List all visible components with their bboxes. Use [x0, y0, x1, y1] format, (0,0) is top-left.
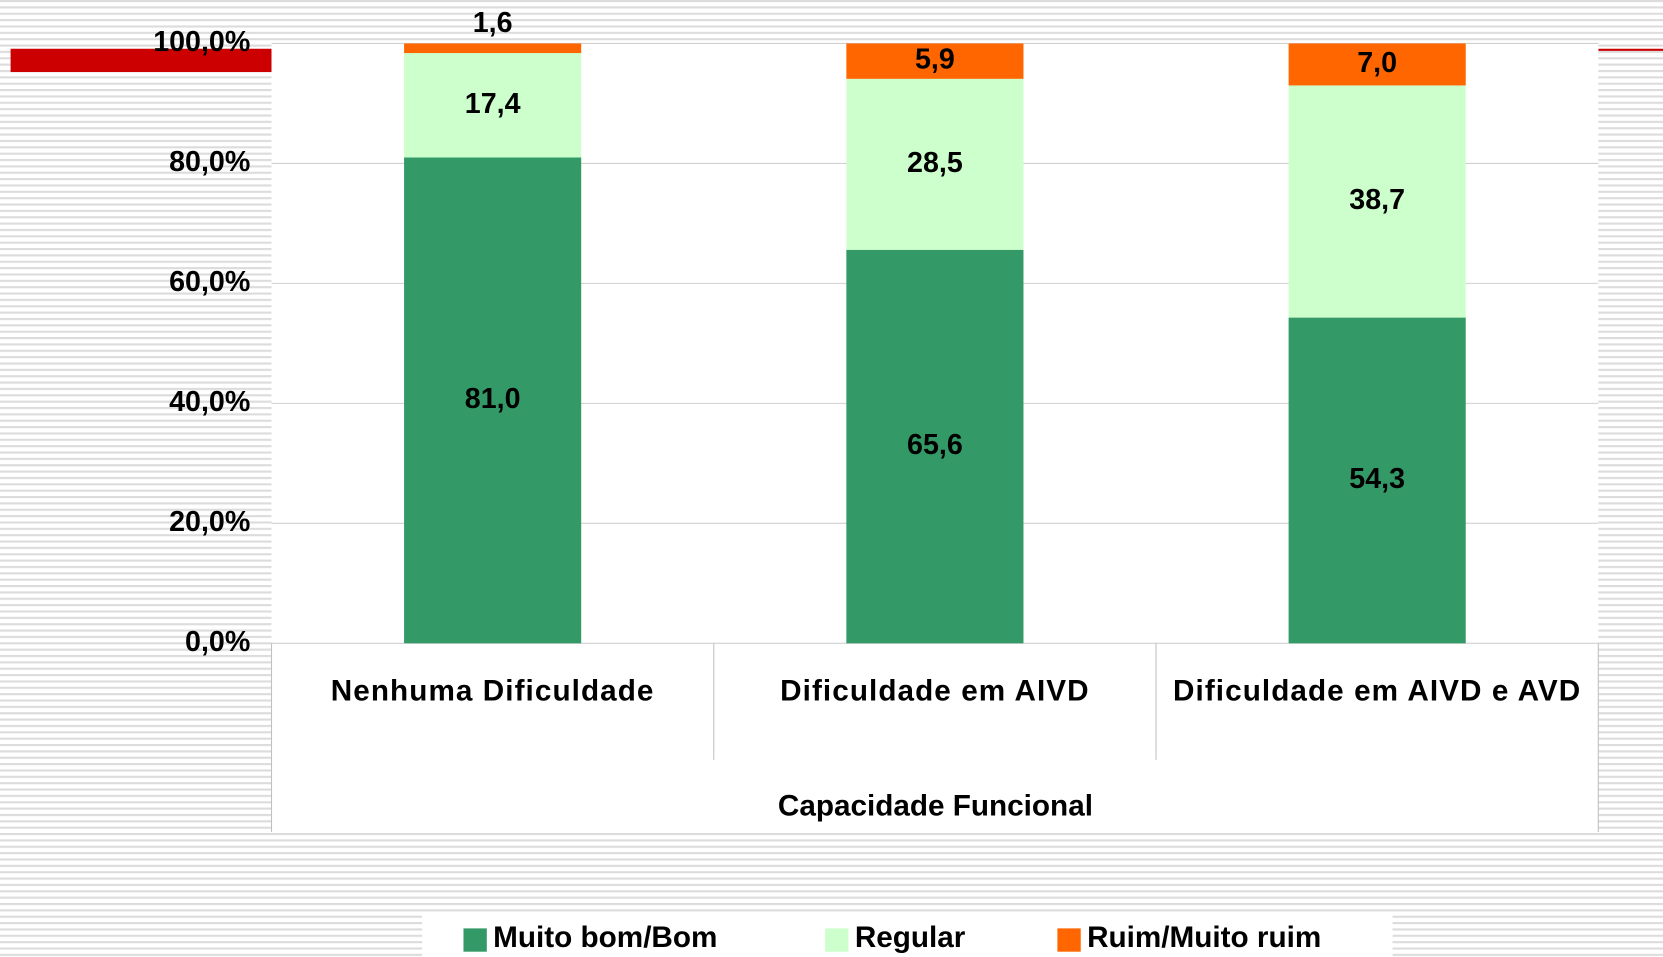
x-axis-title: Capacidade Funcional	[778, 789, 1093, 822]
x-tick-label: Dificuldade em AIVD	[780, 674, 1090, 707]
value-label: 38,7	[1349, 184, 1405, 216]
value-label: 28,5	[907, 147, 963, 179]
bar-segment	[846, 43, 1024, 79]
bar-segment	[846, 249, 1024, 644]
x-tick-label-box: Dificuldade em AIVD e AVD	[1173, 674, 1582, 707]
legend-label: Ruim/Muito ruim	[1087, 921, 1321, 954]
value-label: 7,0	[1357, 47, 1397, 79]
value-label: 81,0	[465, 383, 521, 415]
legend-label: Muito bom/Bom	[493, 921, 717, 954]
value-label: 65,6	[907, 429, 963, 461]
x-tick-label: Dificuldade em AIVD e AVD	[1173, 674, 1582, 707]
y-tick-label: 60,0%	[169, 266, 250, 298]
legend-box	[422, 913, 1393, 957]
value-label: 1,6	[473, 7, 513, 39]
y-tick-label: 40,0%	[169, 386, 250, 418]
x-tick-label: Nenhuma Dificuldade	[330, 674, 655, 707]
value-label: 5,9	[915, 44, 955, 76]
value-label: 54,3	[1349, 463, 1405, 495]
legend-label: Regular	[855, 921, 966, 954]
legend-swatch	[825, 928, 849, 952]
y-tick-label: 20,0%	[169, 506, 250, 538]
bar-segment	[846, 78, 1024, 250]
bar-segment	[404, 157, 582, 644]
y-tick-label: 0,0%	[185, 626, 250, 658]
bar-segment	[1288, 85, 1466, 318]
legend-swatch	[1057, 928, 1081, 952]
bar-segment	[1288, 43, 1466, 86]
bar-segment	[404, 43, 582, 54]
bar-segment	[404, 53, 582, 158]
legend-swatch	[463, 928, 487, 952]
value-label: 17,4	[465, 88, 521, 120]
x-tick-label-box: Nenhuma Dificuldade	[330, 674, 655, 707]
decor-bar	[10, 48, 272, 73]
bar-segment	[1288, 317, 1466, 644]
y-tick-label: 100,0%	[153, 26, 250, 58]
y-tick-label: 80,0%	[169, 146, 250, 178]
x-tick-label-box: Dificuldade em AIVD	[780, 674, 1090, 707]
